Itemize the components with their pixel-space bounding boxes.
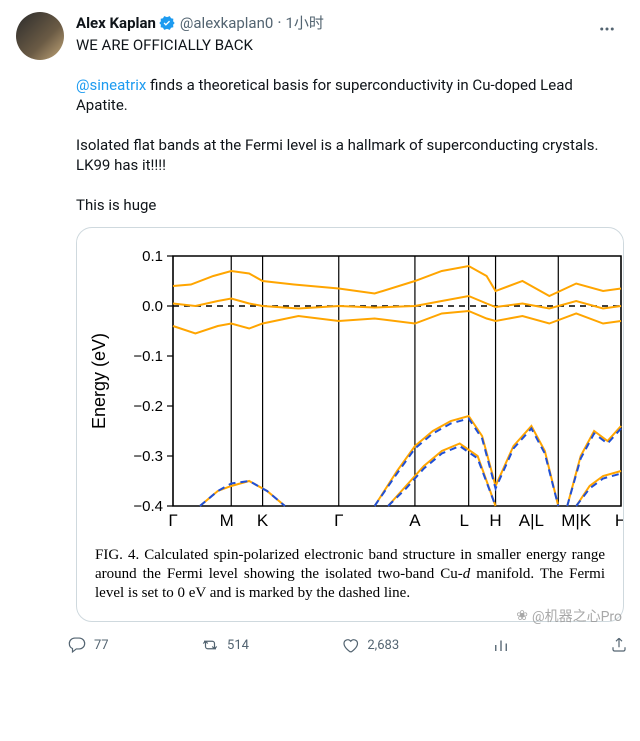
watermark-icon: ❀ <box>516 608 528 624</box>
svg-text:M: M <box>220 511 234 530</box>
user-handle[interactable]: @alexkaplan0 <box>180 14 273 32</box>
tweet-container: Alex Kaplan @alexkaplan0 · 1小时 WE ARE OF… <box>0 0 640 664</box>
like-count: 2,683 <box>367 638 399 653</box>
avatar-column <box>16 12 64 622</box>
verified-badge-icon <box>158 14 176 32</box>
share-button[interactable] <box>602 632 636 658</box>
svg-text:A|L: A|L <box>519 511 544 530</box>
tweet-text: WE ARE OFFICIALLY BACK @sineatrix finds … <box>76 35 624 215</box>
text-line-2: finds a theoretical basis for supercondu… <box>76 76 577 114</box>
like-button[interactable]: 2,683 <box>333 632 407 658</box>
heart-icon <box>341 636 359 654</box>
svg-text:−0.3: −0.3 <box>133 448 163 465</box>
text-line-1: WE ARE OFFICIALLY BACK <box>76 36 253 54</box>
text-line-4: This is huge <box>76 196 156 214</box>
svg-text:A: A <box>409 511 421 530</box>
svg-text:K: K <box>257 511 269 530</box>
tweet-main: Alex Kaplan @alexkaplan0 · 1小时 WE ARE OF… <box>76 12 624 622</box>
share-icon <box>610 636 628 654</box>
mention-link[interactable]: @sineatrix <box>76 76 146 94</box>
svg-text:−0.2: −0.2 <box>133 398 163 415</box>
svg-text:L: L <box>459 511 468 530</box>
band-structure-chart: 0.1 0.0 −0.1 −0.2 −0.3 −0.4 Energy (eV) Γ M K Γ A L H… <box>77 228 623 536</box>
svg-text:Γ: Γ <box>334 511 343 530</box>
svg-text:H: H <box>615 511 624 530</box>
retweet-count: 514 <box>227 638 249 653</box>
svg-text:Γ: Γ <box>168 511 177 530</box>
svg-text:0.1: 0.1 <box>142 248 163 265</box>
image-card[interactable]: 0.1 0.0 −0.1 −0.2 −0.3 −0.4 Energy (eV) Γ M K Γ A L H… <box>76 227 624 622</box>
display-name[interactable]: Alex Kaplan <box>76 14 156 32</box>
action-bar: 77 514 2,683 <box>0 626 640 664</box>
timestamp[interactable]: 1小时 <box>286 12 324 33</box>
text-line-3: Isolated flat bands at the Fermi level i… <box>76 136 602 174</box>
tweet: Alex Kaplan @alexkaplan0 · 1小时 WE ARE OF… <box>0 0 640 626</box>
tweet-header: Alex Kaplan @alexkaplan0 · 1小时 <box>76 12 624 33</box>
svg-text:Energy (eV): Energy (eV) <box>89 333 109 429</box>
avatar[interactable] <box>16 12 64 60</box>
views-button[interactable] <box>484 632 526 658</box>
svg-text:−0.1: −0.1 <box>133 348 163 365</box>
svg-text:0.0: 0.0 <box>142 298 163 315</box>
watermark-text: @机器之心Pro <box>532 606 622 626</box>
views-icon <box>492 636 510 654</box>
reply-icon <box>68 636 86 654</box>
more-button[interactable] <box>590 12 624 46</box>
svg-text:M|K: M|K <box>561 511 592 530</box>
watermark: ❀ @机器之心Pro <box>516 606 622 626</box>
svg-text:−0.4: −0.4 <box>133 498 163 515</box>
separator-dot: · <box>277 13 281 32</box>
reply-count: 77 <box>94 638 109 653</box>
retweet-button[interactable]: 514 <box>193 632 257 658</box>
svg-text:H: H <box>489 511 501 530</box>
reply-button[interactable]: 77 <box>60 632 117 658</box>
retweet-icon <box>201 636 219 654</box>
